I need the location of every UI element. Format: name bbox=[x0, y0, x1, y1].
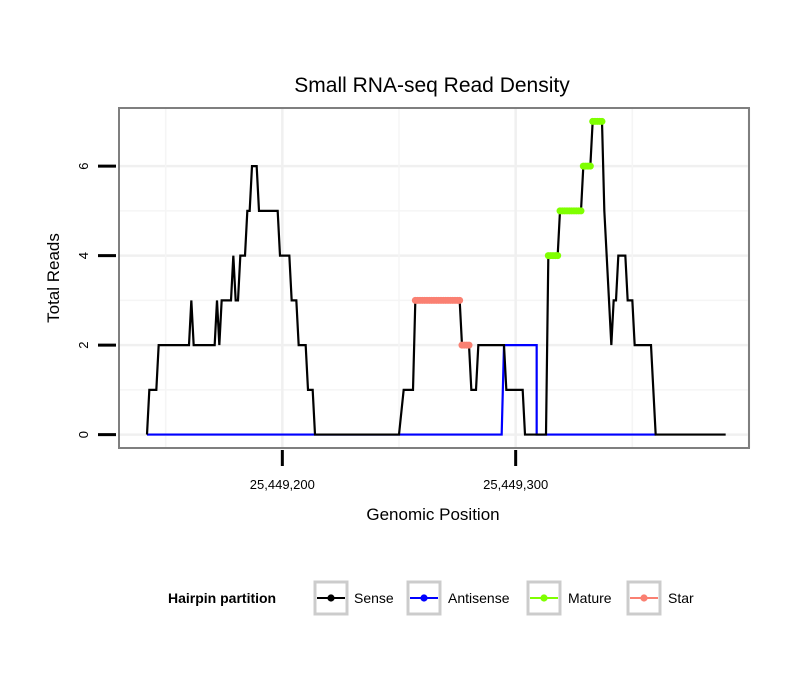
data-point-mature bbox=[554, 252, 562, 260]
legend-label: Mature bbox=[568, 590, 612, 606]
x-axis: 25,449,200 25,449,300 bbox=[250, 450, 548, 492]
legend-item-antisense: Antisense bbox=[406, 580, 510, 616]
series-line-sense bbox=[145, 120, 726, 436]
series-layer bbox=[145, 117, 726, 436]
data-point-mature bbox=[586, 162, 594, 170]
data-point-star bbox=[465, 341, 473, 349]
legend-label: Star bbox=[668, 590, 694, 606]
legend-key-point bbox=[540, 594, 548, 602]
legend-key-point bbox=[327, 594, 335, 602]
legend: Hairpin partition Sense Antisense Mature St… bbox=[168, 580, 694, 616]
y-tick-label: 4 bbox=[76, 252, 91, 259]
data-point-mature bbox=[577, 207, 585, 215]
y-axis-title: Total Reads bbox=[44, 233, 63, 323]
y-tick-label: 2 bbox=[76, 341, 91, 348]
plot-panel bbox=[118, 107, 751, 449]
legend-item-sense: Sense bbox=[313, 580, 394, 616]
legend-key-point bbox=[640, 594, 648, 602]
y-tick-label: 0 bbox=[76, 431, 91, 438]
data-point-star bbox=[456, 296, 464, 304]
x-axis-title: Genomic Position bbox=[366, 505, 499, 524]
y-axis: 0 2 4 6 bbox=[76, 163, 116, 438]
legend-item-star: Star bbox=[626, 580, 694, 616]
series-line-antisense bbox=[147, 344, 656, 436]
x-tick-label: 25,449,200 bbox=[250, 477, 315, 492]
legend-item-mature: Mature bbox=[526, 580, 612, 616]
y-tick-label: 6 bbox=[76, 163, 91, 170]
data-point-mature bbox=[598, 117, 606, 125]
legend-title: Hairpin partition bbox=[168, 590, 276, 606]
legend-label: Sense bbox=[354, 590, 394, 606]
legend-key-point bbox=[420, 594, 428, 602]
chart-title: Small RNA-seq Read Density bbox=[294, 74, 570, 97]
x-tick-label: 25,449,300 bbox=[483, 477, 548, 492]
legend-label: Antisense bbox=[448, 590, 510, 606]
